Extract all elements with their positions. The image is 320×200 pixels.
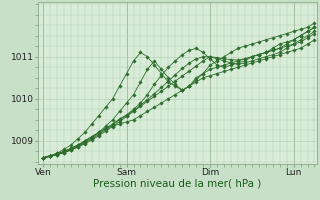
X-axis label: Pression niveau de la mer( hPa ): Pression niveau de la mer( hPa ): [93, 179, 262, 189]
